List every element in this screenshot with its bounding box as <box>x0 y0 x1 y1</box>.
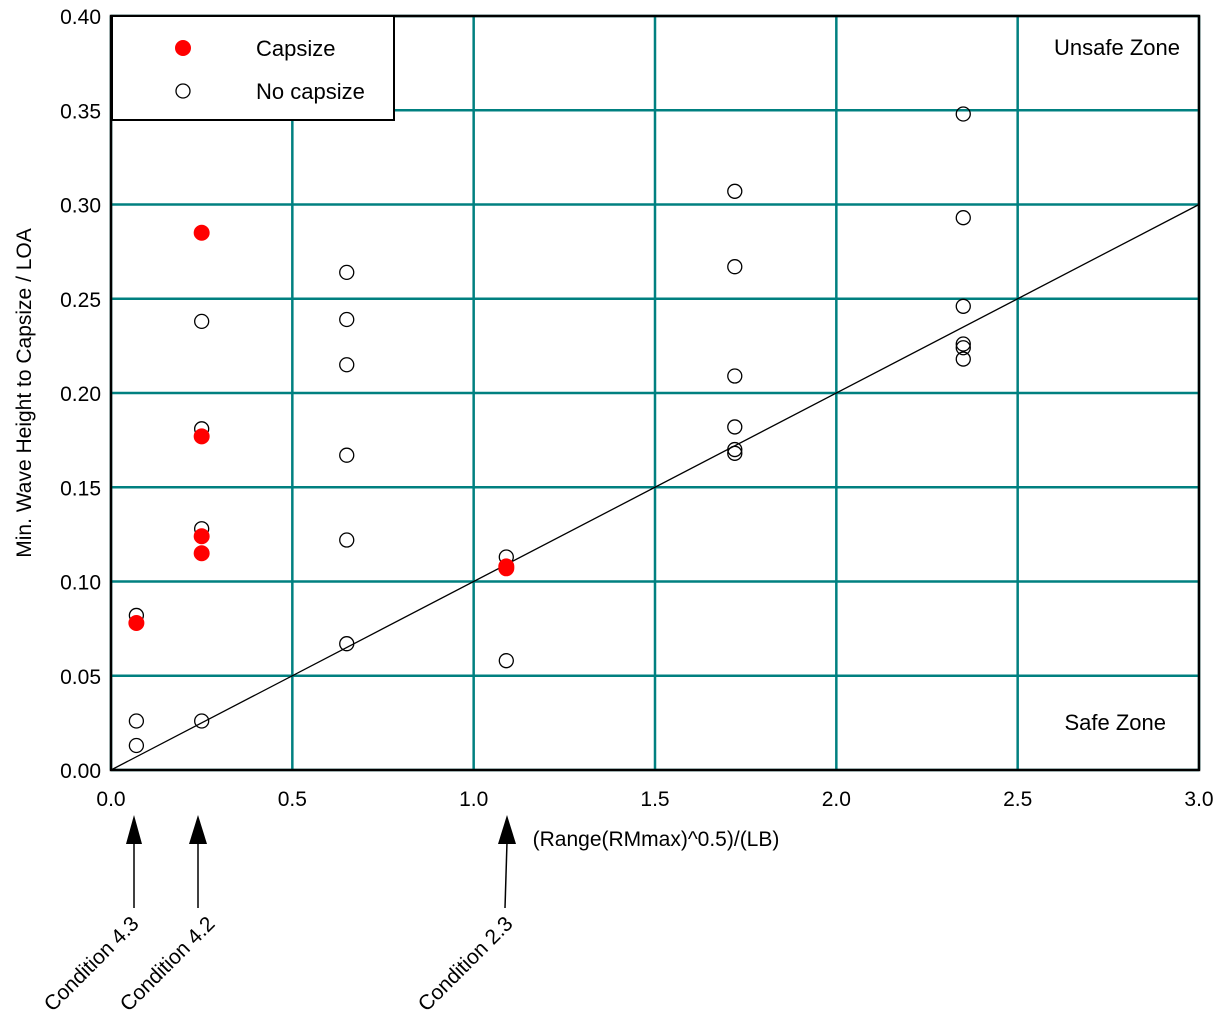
legend: Capsize No capsize <box>111 15 395 121</box>
legend-box <box>111 15 395 121</box>
y-tick-label: 0.40 <box>60 6 101 29</box>
no-capsize-point <box>498 653 514 669</box>
no-capsize-point <box>955 210 971 226</box>
y-tick-label: 0.00 <box>60 760 101 783</box>
no-capsize-point <box>339 264 355 281</box>
y-tick-label: 0.35 <box>60 100 101 123</box>
y-axis-ticks: 0.00 0.05 0.10 0.15 0.20 0.25 0.30 0.35 0.40 <box>60 6 101 783</box>
x-tick-label: 3.0 <box>1184 788 1213 811</box>
condition-4-2-annotation: Condition 4.2 <box>116 815 220 1016</box>
x-axis-ticks: 0.0 0.5 1.0 1.5 2.0 2.5 3.0 <box>96 788 1213 811</box>
no-capsize-point <box>955 340 971 356</box>
x-tick-label: 0.5 <box>278 788 307 811</box>
safe-zone-label: Safe Zone <box>1064 710 1166 735</box>
no-capsize-point <box>128 737 145 754</box>
no-capsize-point <box>955 351 971 367</box>
no-capsize-point <box>194 313 210 330</box>
condition-2-3-arrow-shaft <box>504 841 508 909</box>
y-tick-label: 0.25 <box>60 289 101 312</box>
x-tick-label: 2.0 <box>822 788 851 811</box>
condition-4-3-annotation: Condition 4.3 <box>40 815 144 1016</box>
y-tick-label: 0.30 <box>60 195 101 218</box>
grid-lines <box>109 14 1201 772</box>
no-capsize-point <box>339 447 355 463</box>
no-capsize-point <box>339 636 355 652</box>
y-tick-label: 0.05 <box>60 666 101 689</box>
capsize-point <box>193 528 210 545</box>
no-capsize-point <box>727 259 743 275</box>
no-capsize-point <box>194 713 210 729</box>
condition-2-3-annotation: Condition 2.3 <box>414 815 518 1016</box>
no-capsize-point <box>727 183 743 199</box>
y-tick-label: 0.20 <box>60 383 101 406</box>
capsize-point <box>498 560 515 577</box>
x-tick-label: 1.0 <box>459 788 488 811</box>
reference-line <box>110 203 1200 771</box>
capsize-point <box>193 545 210 562</box>
x-tick-label: 1.5 <box>640 788 669 811</box>
no-capsize-point <box>128 713 145 729</box>
plot-frame <box>109 14 1201 772</box>
no-capsize-point <box>339 311 355 328</box>
legend-no-capsize-marker <box>175 83 191 99</box>
legend-no-capsize-label: No capsize <box>256 79 365 104</box>
y-tick-label: 0.15 <box>60 477 101 500</box>
capsize-point <box>128 614 145 631</box>
legend-capsize-marker <box>175 40 191 56</box>
unsafe-zone-label: Unsafe Zone <box>1054 35 1180 60</box>
x-tick-label: 0.0 <box>96 788 125 811</box>
no-capsize-point <box>727 445 743 461</box>
y-axis-label: Min. Wave Height to Capsize / LOA <box>13 228 36 558</box>
condition-2-3-label: Condition 2.3 <box>414 912 518 1016</box>
x-axis-label: (Range(RMmax)^0.5)/(LB) <box>533 828 780 851</box>
condition-4-2-arrowhead <box>189 815 207 844</box>
legend-capsize-label: Capsize <box>256 36 335 61</box>
capsize-point <box>193 224 210 241</box>
y-tick-label: 0.10 <box>60 572 101 595</box>
condition-4-3-arrowhead <box>126 815 142 844</box>
no-capsize-point <box>955 336 971 352</box>
condition-2-3-arrowhead <box>498 815 516 844</box>
capsize-point <box>193 428 210 445</box>
no-capsize-point <box>727 441 743 458</box>
no-capsize-point <box>339 357 355 373</box>
data-points <box>128 106 971 754</box>
no-capsize-point <box>339 532 355 548</box>
x-tick-label: 2.5 <box>1003 788 1032 811</box>
no-capsize-point <box>955 298 971 314</box>
no-capsize-point <box>955 106 971 122</box>
no-capsize-point <box>727 368 743 384</box>
no-capsize-point <box>727 419 743 435</box>
